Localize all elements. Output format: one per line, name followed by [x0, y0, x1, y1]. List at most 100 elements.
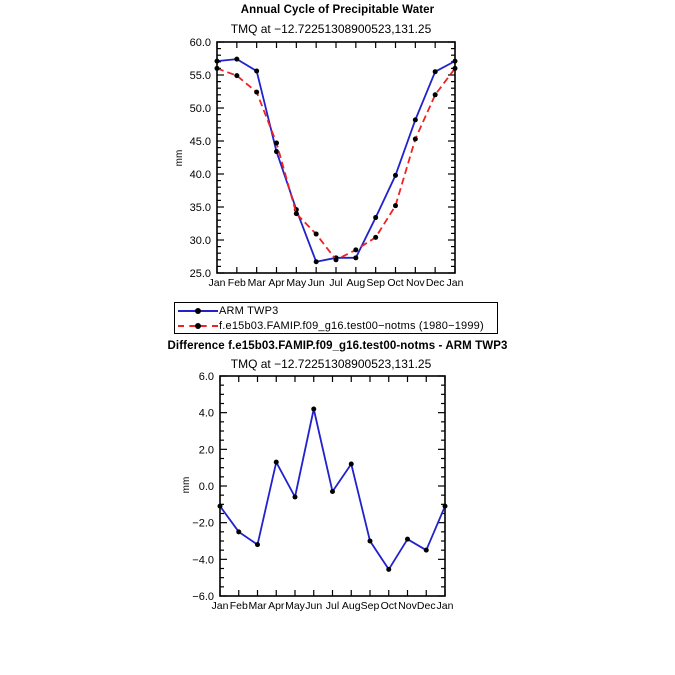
y-tick-label: 60.0	[190, 37, 211, 49]
month-tick-label: Sep	[366, 277, 385, 289]
month-tick-label: Jul	[326, 600, 339, 612]
chart1-y-axis-label: mm	[174, 149, 185, 167]
data-point-marker	[348, 461, 354, 467]
data-point-marker	[292, 494, 298, 500]
legend-line-sample-blue	[178, 305, 218, 317]
data-point-marker	[452, 58, 458, 64]
y-tick-label: −6.0	[192, 591, 214, 603]
month-tick-label: Jun	[308, 277, 325, 289]
month-tick-label: Jan	[447, 277, 464, 289]
chart1-title: Annual Cycle of Precipitable Water	[240, 4, 435, 16]
data-point-marker	[442, 503, 448, 509]
data-point-marker	[412, 136, 418, 142]
y-tick-label: −2.0	[192, 518, 214, 530]
data-point-marker	[373, 234, 379, 240]
y-tick-label: 45.0	[190, 136, 211, 148]
data-point-marker	[217, 503, 223, 509]
data-point-marker	[423, 547, 429, 553]
data-point-marker	[214, 65, 220, 71]
y-tick-label: 2.0	[199, 444, 214, 456]
y-tick-label: 4.0	[199, 408, 214, 420]
data-point-marker	[236, 529, 242, 535]
data-point-marker	[333, 257, 339, 263]
series-line-1	[216, 58, 456, 263]
data-point-marker	[313, 259, 319, 265]
month-tick-label: Sep	[361, 600, 380, 612]
month-tick-label: Mar	[248, 277, 267, 289]
legend-entry-model: f.e15b03.FAMIP.f09_g16.test00−notms (198…	[175, 318, 497, 333]
data-point-marker	[330, 489, 335, 494]
month-tick-label: Feb	[228, 277, 246, 289]
data-point-marker	[293, 211, 299, 217]
data-point-marker	[273, 459, 279, 465]
data-point-marker	[432, 92, 438, 98]
legend-line-sample-red	[178, 320, 218, 332]
month-tick-label: Apr	[268, 600, 285, 612]
data-point-marker	[254, 89, 260, 95]
data-point-marker	[214, 58, 220, 64]
month-tick-label: Jul	[329, 277, 342, 289]
plot-border	[216, 41, 456, 274]
y-tick-label: 35.0	[190, 202, 211, 214]
month-tick-label: Nov	[398, 600, 417, 612]
data-point-marker	[311, 406, 317, 412]
series-line-2	[216, 67, 456, 261]
month-tick-label: Apr	[268, 277, 285, 289]
data-point-marker	[234, 73, 240, 79]
month-tick-label: Dec	[417, 600, 436, 612]
month-tick-label: Mar	[248, 600, 267, 612]
data-point-marker	[274, 140, 279, 146]
y-tick-label: 50.0	[190, 103, 211, 115]
month-tick-label: Oct	[387, 277, 403, 289]
data-point-marker	[386, 566, 392, 572]
data-point-marker	[393, 203, 398, 209]
month-tick-label: Jun	[305, 600, 322, 612]
month-tick-label: Aug	[342, 600, 361, 612]
legend-box: ARM TWP3 f.e15b03.FAMIP.f09_g16.test00−n…	[174, 302, 498, 334]
y-tick-label: 30.0	[190, 235, 211, 247]
month-tick-label: May	[285, 600, 306, 612]
data-point-marker	[274, 149, 279, 155]
month-tick-label: Jan	[437, 600, 454, 612]
y-tick-label: 55.0	[190, 70, 211, 82]
legend-entry-obs: ARM TWP3	[175, 303, 497, 318]
chart2-title: Difference f.e15b03.FAMIP.f09_g16.test00…	[167, 340, 508, 352]
data-point-marker	[313, 231, 319, 237]
data-point-marker	[432, 69, 438, 75]
data-point-marker	[254, 68, 260, 74]
data-point-marker	[393, 172, 398, 178]
chart2-y-axis-label: mm	[181, 476, 192, 494]
data-point-marker	[353, 247, 359, 253]
plot-border	[219, 375, 446, 597]
month-tick-label: Jan	[212, 600, 229, 612]
data-point-marker	[412, 117, 418, 123]
y-tick-label: 40.0	[190, 169, 211, 181]
y-tick-label: 6.0	[199, 371, 214, 383]
data-point-marker	[255, 542, 260, 548]
y-tick-label: 0.0	[199, 481, 214, 493]
month-tick-label: May	[286, 277, 307, 289]
data-point-marker	[373, 215, 379, 221]
marker-dot-icon	[195, 307, 201, 314]
data-point-marker	[353, 255, 359, 261]
month-tick-label: Jan	[209, 277, 226, 289]
month-tick-label: Nov	[406, 277, 425, 289]
data-point-marker	[367, 538, 373, 544]
chart1-subtitle: TMQ at −12.72251308900523,131.25	[230, 22, 432, 36]
y-tick-label: 25.0	[190, 268, 211, 280]
month-tick-label: Aug	[346, 277, 365, 289]
data-point-marker	[234, 56, 240, 62]
y-tick-label: −4.0	[192, 554, 214, 566]
month-tick-label: Dec	[426, 277, 445, 289]
month-tick-label: Feb	[230, 600, 248, 612]
legend-label-model: f.e15b03.FAMIP.f09_g16.test00−notms (198…	[219, 319, 484, 332]
chart2-subtitle: TMQ at −12.72251308900523,131.25	[230, 357, 432, 371]
month-tick-label: Oct	[381, 600, 397, 612]
data-point-marker	[452, 65, 458, 71]
data-point-marker	[405, 536, 410, 542]
marker-dot-icon	[195, 322, 201, 329]
